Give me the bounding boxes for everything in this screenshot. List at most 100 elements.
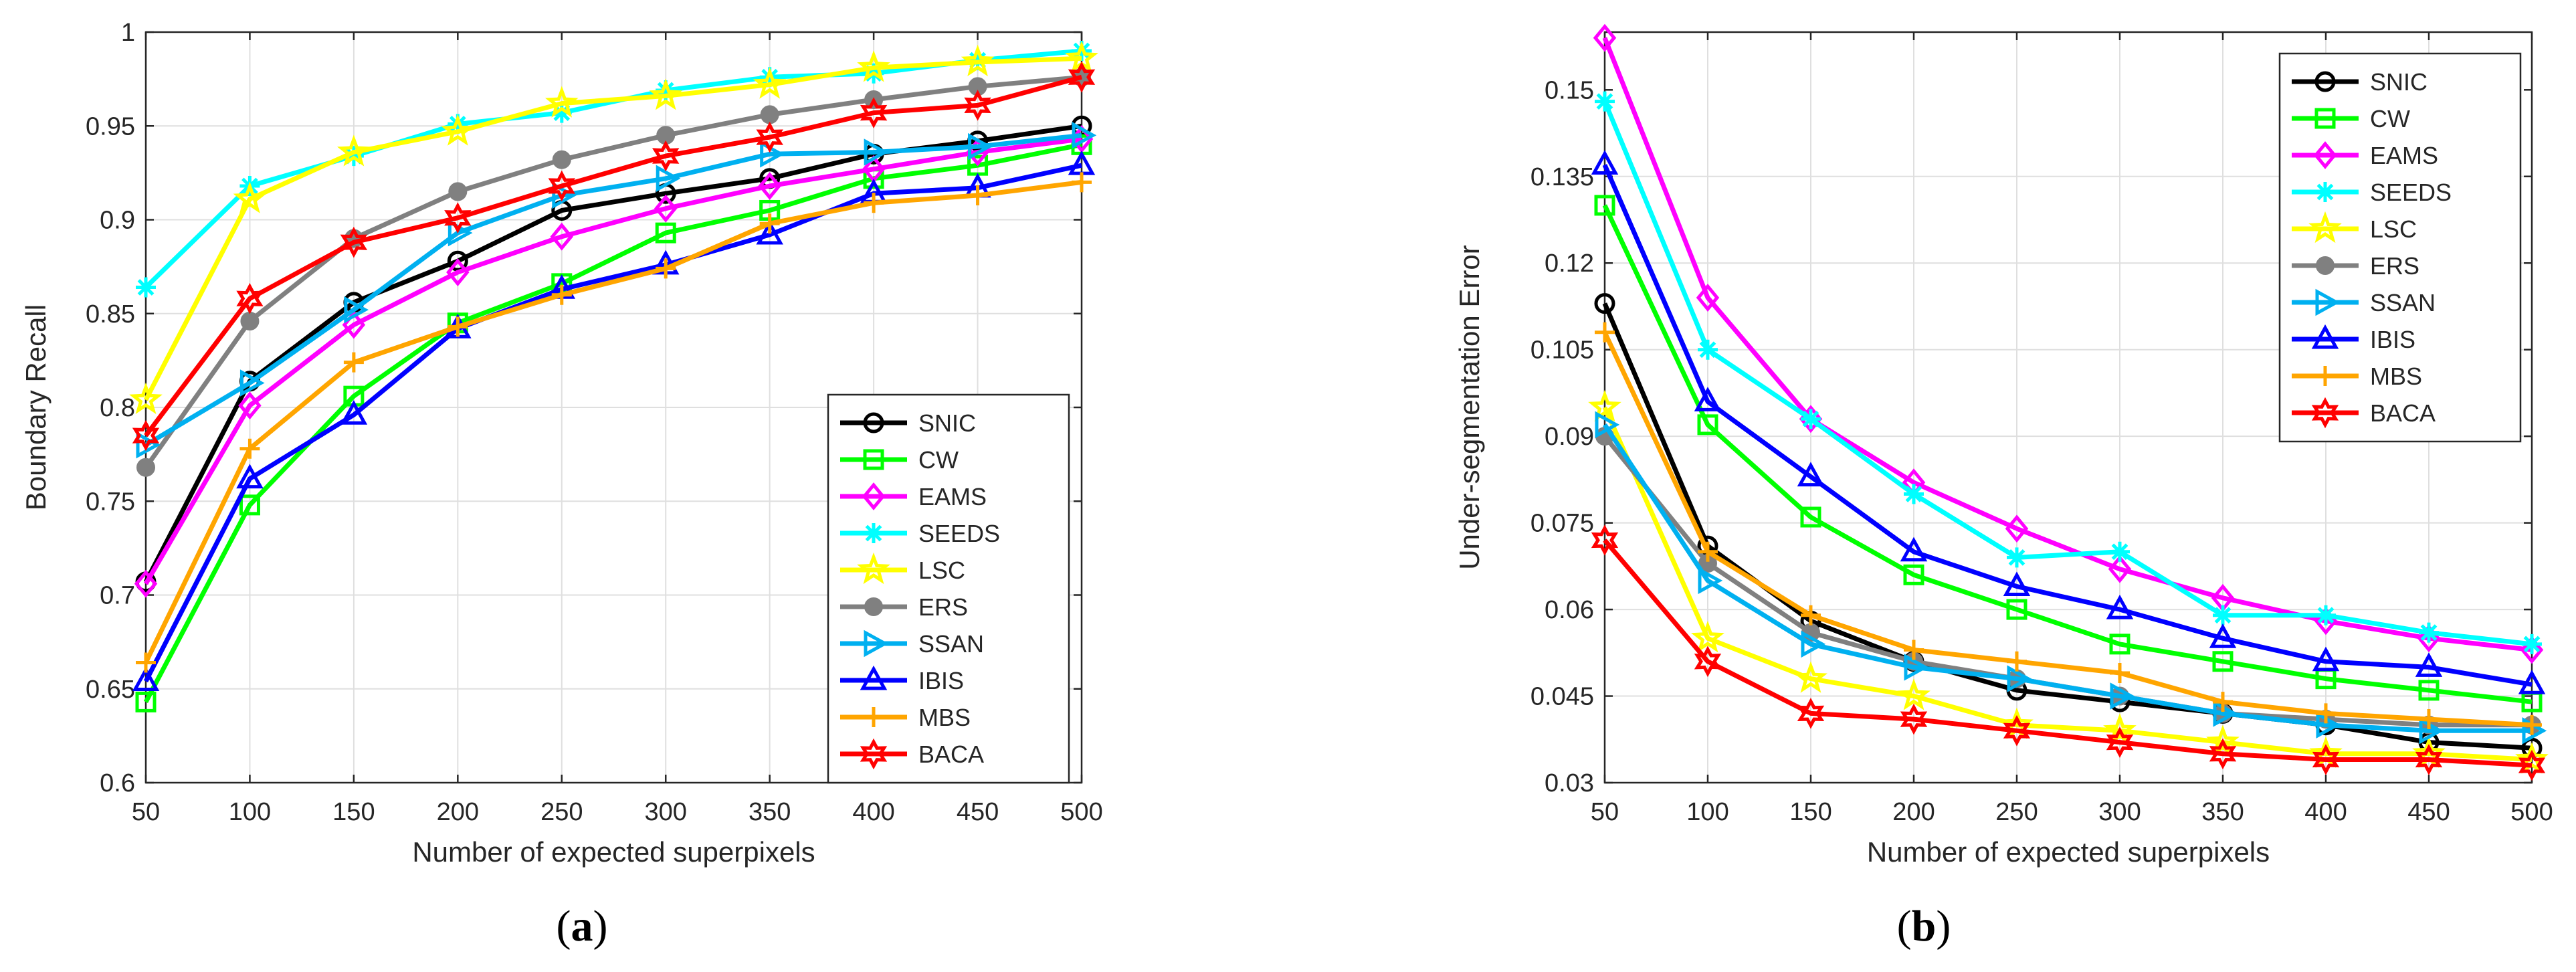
chart-b-point-baca (1900, 703, 1928, 735)
chart-a-legend-label-lsc: LSC (918, 557, 965, 584)
chart-a-point-baca (132, 419, 160, 452)
chart-a-point-ssan (344, 296, 369, 324)
chart-a-point-lsc (129, 382, 163, 414)
chart-a-point-seeds (656, 80, 676, 100)
chart-b-legend-marker-ssan (2315, 288, 2341, 316)
chart-a-point-mbs (967, 185, 988, 206)
chart-a-point-ers (552, 150, 571, 169)
chart-b-point-ibis (1591, 150, 1619, 175)
chart-a-point-ssan (136, 431, 161, 459)
chart-a-point-baca (340, 226, 368, 258)
chart-a-point-lsc (961, 44, 995, 77)
chart-a-legend-label-snic: SNIC (918, 409, 976, 437)
chart-a-point-lsc (544, 86, 579, 118)
chart-a-legend-marker-ssan (864, 629, 889, 658)
chart-a-point-mbs (239, 438, 260, 459)
chart-b-point-mbs (1698, 541, 1718, 562)
chart-b-x-tick-label: 450 (2407, 798, 2450, 826)
chart-a-point-eams (654, 194, 678, 223)
chart-b-point-seeds (2522, 634, 2542, 654)
chart-a-y-tick-label: 0.8 (100, 394, 135, 422)
chart-b-point-snic (1594, 293, 1615, 314)
chart-a-line-eams (143, 136, 1082, 585)
chart-a-legend-marker-seeds (864, 523, 884, 543)
chart-a-legend-entry-lsc: LSC (840, 552, 965, 585)
chart-b-y-tick-label: 0.09 (1545, 423, 1594, 451)
chart-b-x-axis-label: Number of expected superpixels (1867, 836, 2270, 868)
chart-b-point-lsc (1794, 661, 1827, 693)
chart-b-x-tick-label: 300 (2098, 798, 2141, 826)
chart-a-line-baca (144, 74, 1082, 438)
chart-a-point-baca (860, 97, 888, 128)
chart-a-point-seeds (448, 114, 468, 134)
chart-a-y-tick-label: 0.85 (86, 300, 135, 328)
chart-b-line-cw (1602, 204, 2533, 704)
chart-b-series-cw (1594, 195, 2543, 712)
chart-a-line-lsc (143, 56, 1082, 401)
chart-b-legend-entry-cw: CW (2292, 105, 2410, 132)
chart-a-point-ssan (864, 138, 889, 166)
chart-a-point-lsc (649, 78, 683, 110)
chart-a-x-tick-label: 300 (645, 798, 687, 826)
chart-a-legend-label-mbs: MBS (918, 704, 971, 731)
chart-b-point-mbs (2110, 663, 2130, 684)
chart-a-point-mbs (136, 652, 156, 673)
chart-b-legend-entry-ibis: IBIS (2292, 324, 2415, 353)
chart-a-line-ers (144, 74, 1082, 469)
chart-b-point-baca (1694, 646, 1722, 678)
chart-b-point-cw (2109, 634, 2131, 655)
chart-b-point-seeds (2007, 547, 2027, 568)
chart-b-legend-label-snic: SNIC (2370, 68, 2428, 96)
chart-a-series-eams (134, 124, 1094, 598)
chart-b-point-cw (1697, 414, 1718, 435)
chart-b-point-baca (2209, 738, 2237, 770)
chart-a-legend-label-seeds: SEEDS (918, 520, 1000, 547)
chart-b-point-mbs (2213, 692, 2233, 712)
chart-a-point-ssan (239, 369, 265, 397)
chart-b-point-ibis (1900, 537, 1928, 562)
chart-a-x-tick-label: 100 (229, 798, 271, 826)
chart-a-series-mbs (136, 172, 1092, 673)
chart-a-point-baca (1068, 61, 1096, 93)
chart-b-point-cw (2006, 599, 2027, 620)
chart-b-y-tick-label: 0.135 (1530, 163, 1594, 191)
chart-a-y-axis-label: Boundary Recall (20, 304, 52, 510)
chart-a-legend-label-ers: ERS (918, 593, 968, 621)
chart-b-point-mbs (2419, 709, 2439, 730)
chart-a-point-baca (548, 170, 575, 202)
chart-a-legend-entry-ssan: SSAN (840, 629, 984, 658)
chart-b-point-ibis (1797, 462, 1825, 487)
chart-b-legend-label-ibis: IBIS (2370, 326, 2415, 353)
chart-b-point-eams (2108, 555, 2132, 583)
chart-a-point-lsc (441, 114, 475, 146)
chart-b-legend-label-seeds: SEEDS (2370, 179, 2452, 206)
chart-b-y-tick-label: 0.12 (1545, 250, 1594, 278)
chart-a-y-tick-label: 0.6 (100, 769, 135, 797)
chart-a-legend-marker-eams (862, 482, 886, 510)
chart-a-point-ssan (1072, 122, 1097, 149)
chart-b-x-tick-label: 250 (1995, 798, 2038, 826)
chart-b-legend-entry-seeds: SEEDS (2292, 179, 2452, 206)
chart-a-x-tick-label: 50 (132, 798, 160, 826)
chart-a-legend-marker-lsc (857, 552, 890, 585)
chart-b-point-baca (2003, 714, 2031, 747)
chart-a-line-mbs (143, 179, 1082, 664)
chart-a-legend-label-ssan: SSAN (918, 630, 984, 658)
chart-b-legend-label-cw: CW (2370, 105, 2410, 132)
chart-a-x-tick-label: 500 (1060, 798, 1102, 826)
chart-a-point-cw (239, 494, 260, 516)
chart-a-legend-marker-cw (863, 449, 884, 470)
chart-b-point-ssan (1595, 411, 1620, 439)
chart-a-point-ibis (756, 219, 783, 245)
chart-a-point-mbs (656, 258, 676, 279)
chart-a-legend-marker-snic (863, 412, 884, 433)
chart-b-line-seeds (1602, 100, 2533, 647)
chart-a-legend-label-ibis: IBIS (918, 667, 964, 694)
chart-b-point-eams (2520, 636, 2544, 664)
chart-b-point-seeds (2213, 605, 2233, 625)
chart-a-legend-label-cw: CW (918, 446, 959, 474)
chart-a-y-tick-label: 1 (121, 19, 135, 47)
chart-b-point-cw (2418, 680, 2440, 701)
chart-a-point-lsc (857, 50, 890, 82)
chart-b-x-tick-label: 50 (1591, 798, 1619, 826)
